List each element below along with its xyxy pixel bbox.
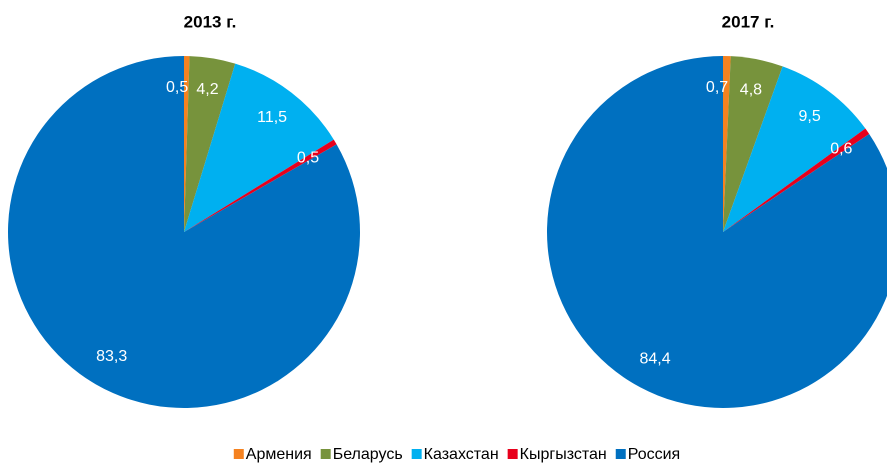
legend-swatch xyxy=(411,449,422,459)
data-label: 4,2 xyxy=(196,81,218,98)
pie-slice xyxy=(723,66,866,232)
data-label: 0,5 xyxy=(166,79,188,96)
legend-label: Казахстан xyxy=(424,446,499,463)
data-label: 0,5 xyxy=(297,149,319,166)
legend-label: Армения xyxy=(246,446,312,463)
data-label: 0,7 xyxy=(706,79,728,96)
pie-slice xyxy=(184,63,334,232)
pie-slice xyxy=(184,56,236,232)
pie-slice xyxy=(723,56,731,232)
data-label: 11,5 xyxy=(257,109,287,126)
legend-label: Кыргызстан xyxy=(520,446,607,463)
chart-title: 2017 г. xyxy=(722,12,775,31)
legend-swatch xyxy=(320,449,331,459)
legend-label: Беларусь xyxy=(333,446,403,463)
data-label: 84,4 xyxy=(639,351,670,368)
pie-slice xyxy=(547,56,887,408)
data-label: 0,6 xyxy=(830,141,852,158)
data-label: 9,5 xyxy=(799,108,821,125)
legend-swatch xyxy=(233,449,244,459)
legend-swatch xyxy=(615,449,626,459)
pie-slice xyxy=(7,56,360,408)
pie-slice xyxy=(184,56,190,232)
legend-label: Россия xyxy=(628,446,680,463)
pie-slice xyxy=(723,56,783,233)
pie-slice xyxy=(184,139,337,232)
chart-title: 2013 г. xyxy=(184,12,237,31)
pie-slice xyxy=(723,128,870,232)
data-label: 4,8 xyxy=(740,82,762,99)
data-label: 83,3 xyxy=(96,348,127,365)
legend-swatch xyxy=(507,449,518,459)
legend: Армения Беларусь Казахстан Кыргызстан Россия xyxy=(233,446,680,463)
